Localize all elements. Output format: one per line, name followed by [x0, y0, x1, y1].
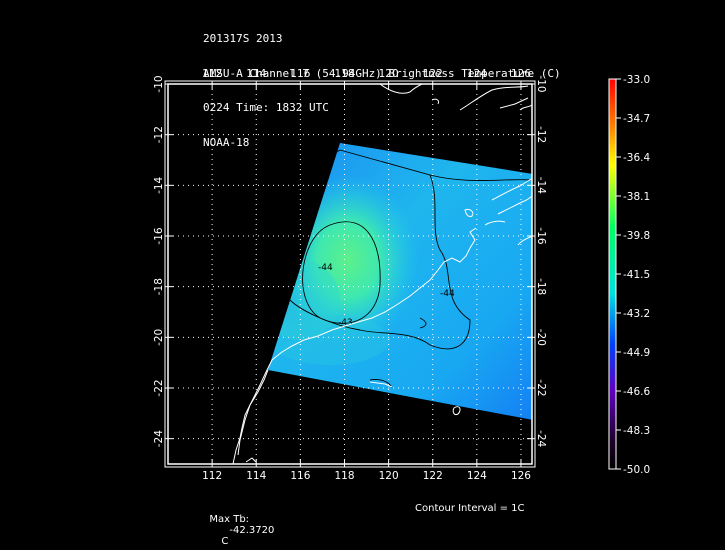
storm-id-line: 201317S 2013	[203, 32, 283, 45]
colorbar	[608, 78, 617, 470]
lon-label-bottom: 126	[511, 470, 531, 482]
contour-interval: Contour Interval = 1C	[415, 503, 525, 514]
lon-label-top: 124	[467, 68, 487, 80]
max-tb-label: Max Tb:	[209, 514, 250, 525]
lon-label-bottom: 112	[202, 470, 222, 482]
lon-label-top: 114	[246, 68, 266, 80]
lon-label-top: 116	[290, 68, 310, 80]
lon-label-bottom: 122	[423, 470, 443, 482]
time-line: 0224 Time: 1832 UTC	[203, 101, 329, 114]
indonesia-islands	[379, 84, 423, 94]
lon-label-top: 126	[511, 68, 531, 80]
map-frame	[167, 83, 533, 465]
lat-label-left: -24	[153, 430, 165, 447]
lon-label-bottom: 118	[334, 470, 354, 482]
lat-label-right: -12	[535, 126, 547, 143]
lon-label-bottom: 116	[290, 470, 310, 482]
colorbar-label: -48.3	[623, 425, 650, 437]
max-tb-unit: C	[221, 536, 229, 547]
coastline	[232, 227, 477, 464]
colorbar-label: -43.2	[623, 308, 650, 320]
colorbar-label: -46.6	[623, 386, 650, 398]
contour-east	[429, 174, 533, 181]
plot-header: 201317S 2013 AMSU-A Channel 7 (54.94GHz)…	[203, 10, 561, 160]
colorbar-label: -36.4	[623, 152, 650, 164]
lon-label-bottom: 114	[246, 470, 266, 482]
lat-lon-grid	[168, 84, 532, 464]
max-tb-readout: Max Tb: -42.3720 C	[203, 503, 274, 547]
lat-label-right: -16	[535, 227, 547, 244]
satellite-name: NOAA-18	[203, 135, 250, 149]
contour-label: -44	[440, 289, 455, 299]
lat-label-left: -10	[153, 75, 165, 92]
lon-label-top: 122	[423, 68, 443, 80]
lon-label-bottom: 124	[467, 470, 487, 482]
lon-label-top: 112	[202, 68, 222, 80]
lat-label-left: -22	[153, 379, 165, 396]
lat-label-left: -20	[153, 329, 165, 346]
islands	[379, 84, 532, 246]
lat-label-right: -20	[535, 329, 547, 346]
colorbar-label: -41.5	[623, 269, 650, 281]
map-outer-frame	[164, 80, 536, 468]
product-title: AMSU-A Channel 7 (54.94GHz) Brightness T…	[203, 66, 561, 80]
contour-label: -44	[318, 263, 333, 273]
colorbar-label: -39.8	[623, 230, 650, 242]
lat-label-left: -16	[153, 227, 165, 244]
lat-label-right: -22	[535, 379, 547, 396]
swath-layer	[268, 143, 532, 420]
lat-label-right: -14	[535, 177, 547, 194]
contour-label: -43	[338, 318, 353, 328]
colorbar-label: -34.7	[623, 113, 650, 125]
lat-label-right: -24	[535, 430, 547, 447]
colorbar-label: -38.1	[623, 191, 650, 203]
lat-label-left: -18	[153, 278, 165, 295]
lon-label-bottom: 120	[379, 470, 399, 482]
lon-label-top: 118	[334, 68, 354, 80]
colorbar-label: -33.0	[623, 74, 650, 86]
lat-label-right: -10	[535, 75, 547, 92]
max-tb-value: -42.3720	[229, 525, 275, 536]
lon-label-top: 120	[379, 68, 399, 80]
lat-label-left: -12	[153, 126, 165, 143]
colorbar-label: -44.9	[623, 347, 650, 359]
colorbar-label: -50.0	[623, 464, 650, 476]
lat-label-right: -18	[535, 278, 547, 295]
lat-label-left: -14	[153, 176, 165, 193]
